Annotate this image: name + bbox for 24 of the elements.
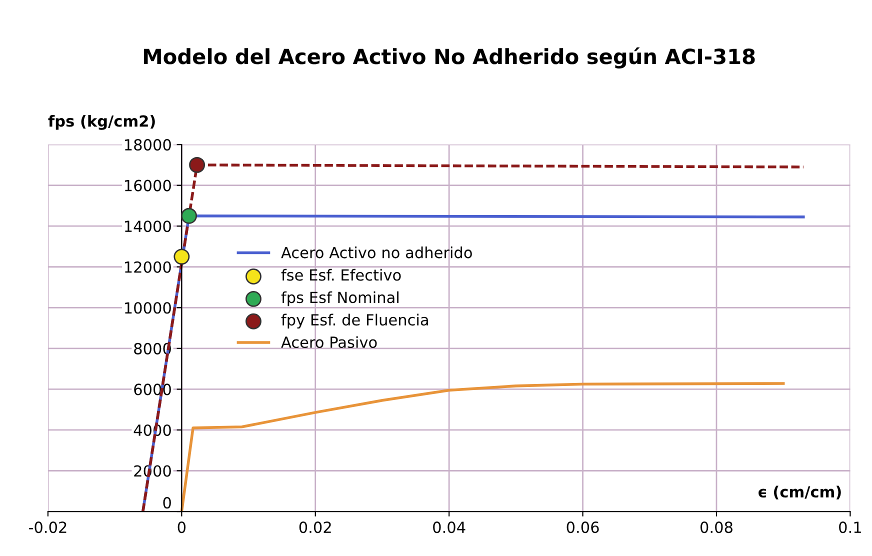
y-tick-label: 0 [163,497,171,509]
x-tick-label: -0.02 [28,522,66,534]
x-tick-label: 0.04 [433,522,466,534]
y-tick-label: 16000 [125,180,171,192]
x-tick-label: 0.06 [566,522,599,534]
point [181,208,197,224]
y-axis-title: fps (kg/cm2) [48,114,155,130]
legend-label: Acero Pasivo [281,336,377,348]
point [174,248,190,265]
legend-label: fse Esf. Efectivo [281,268,401,281]
legend-label: fpy Esf. de Fluencia [281,314,428,329]
x-tick-label: 0.02 [299,522,331,534]
legend-label: Acero Activo no adherido [281,246,472,258]
y-tick-label: 18000 [125,139,171,151]
x-tick-label: 0 [178,522,186,534]
x-axis-title: ϵ (cm/cm) [758,486,841,500]
y-tick-label: 14000 [125,220,171,232]
x-tick-label: 0.08 [700,522,732,534]
point [189,156,206,173]
x-tick-label: 0.1 [839,522,861,534]
y-tick-label: 10000 [125,302,171,314]
legend-label: fps Esf Nominal [281,291,398,306]
y-tick-label: 12000 [125,261,171,273]
chart-title: Modelo del Acero Activo No Adherido según ACI-318 [144,47,755,68]
